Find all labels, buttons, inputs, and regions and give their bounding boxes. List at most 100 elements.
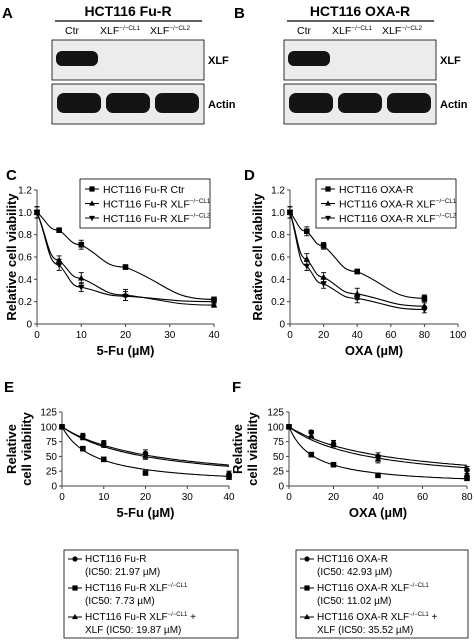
series-line (36, 211, 215, 300)
lane-label: XLF−/−CL2 (150, 25, 190, 37)
legend-entry: HCT116 Fu-R Ctr (103, 184, 185, 196)
legend-ic50: XLF (IC50: 35.52 µM) (317, 625, 413, 636)
legend-entry: HCT116 OXA-R XLF−/−CL2 (339, 213, 457, 225)
blot-panel-B: B HCT116 OXA-R Ctr XLF−/−CL1 XLF−/−CL2 XLF Act… (234, 3, 468, 125)
x-axis-label: 5-Fu (µM) (96, 343, 154, 358)
y-tick-label: 50 (273, 452, 285, 463)
panel-letter: A (2, 5, 13, 22)
x-tick-label: 20 (140, 492, 152, 503)
series-2 (286, 206, 428, 314)
legend-marker (304, 613, 310, 620)
blot-label-actin: Actin (208, 99, 236, 111)
x-tick-label: 20 (318, 330, 330, 341)
legend-entry: HCT116 Fu-R XLF−/−CL1 + (85, 612, 196, 623)
data-point (79, 434, 87, 440)
x-tick-label: 60 (385, 330, 397, 341)
chart-D: D 0 20 40 60 80 100 0 0.2 0.4 0.6 0.8 1.0 1.2 OXA (µM)… (244, 167, 467, 358)
series-2 (285, 423, 471, 478)
x-tick-label: 40 (372, 492, 384, 503)
actin-band (106, 93, 150, 113)
data-point (464, 475, 470, 482)
legend-ic50: (IC50: 42.93 µM) (317, 567, 392, 578)
legend: HCT116 OXA-R HCT116 OXA-R XLF−/−CL1 HCT116… (315, 178, 457, 229)
y-tick-label: 0 (278, 482, 284, 493)
data-point (80, 445, 86, 452)
data-point (308, 432, 315, 438)
data-point (374, 456, 382, 462)
y-tick-label: 0.8 (271, 230, 285, 241)
legend: HCT116 Fu-R (IC50: 21.97 µM) HCT116 Fu-R X… (63, 549, 239, 639)
data-point (55, 262, 63, 269)
lane-label: Ctr (297, 25, 312, 37)
y-axis-label: Relativecell viability (4, 411, 34, 485)
data-point (56, 227, 62, 233)
y-tick-label: 1.2 (271, 186, 285, 197)
series-2 (58, 423, 233, 478)
y-tick-label: 25 (46, 467, 58, 478)
x-tick-label: 20 (120, 330, 132, 341)
legend-marker (72, 585, 78, 591)
legend: HCT116 OXA-R (IC50: 42.93 µM) HCT116 OXA-R… (295, 549, 469, 639)
data-point (421, 295, 428, 302)
y-tick-label: 1.0 (271, 208, 285, 219)
panel-letter: F (232, 379, 241, 396)
y-tick-label: 0 (279, 320, 285, 331)
lane-label: XLF−/−CL1 (100, 25, 140, 37)
legend-entry: HCT116 OXA-R XLF−/−CL1 (339, 198, 457, 210)
x-tick-label: 10 (98, 492, 110, 503)
legend-marker (325, 186, 331, 192)
legend-ic50: (IC50: 11.02 µM) (317, 596, 392, 607)
y-tick-label: 100 (40, 422, 57, 433)
x-tick-label: 40 (223, 492, 235, 503)
legend-box (79, 178, 211, 229)
y-tick-label: 75 (273, 437, 285, 448)
data-point (353, 290, 361, 297)
x-tick-label: 0 (59, 492, 65, 503)
xlf-band (288, 51, 330, 66)
legend-entry: HCT116 OXA-R XLF−/−CL1 (317, 583, 429, 594)
data-point (286, 210, 294, 216)
y-tick-label: 75 (46, 437, 58, 448)
y-axis-label: Relativecell viability (230, 411, 260, 485)
blot-label-xlf: XLF (440, 55, 461, 67)
y-tick-label: 1.0 (18, 208, 32, 219)
x-tick-label: 30 (182, 492, 194, 503)
chart-C: C 0 10 20 30 40 0 0.2 0.4 0.6 0.8 1.0 1.2 5-Fu (µM) Re… (4, 167, 220, 358)
legend-marker (325, 215, 331, 222)
lane-label: XLF−/−CL2 (382, 25, 422, 37)
legend-marker (89, 186, 95, 192)
x-tick-label: 10 (76, 330, 88, 341)
legend-box (295, 549, 469, 639)
actin-band (387, 93, 431, 113)
legend-entry: HCT116 Fu-R XLF−/−CL2 (103, 213, 211, 225)
x-tick-label: 80 (419, 330, 431, 341)
data-point (375, 472, 381, 479)
y-tick-label: 0.4 (18, 275, 32, 286)
blot-title: HCT116 OXA-R (310, 3, 410, 19)
data-point (122, 264, 129, 270)
x-tick-label: 20 (328, 492, 340, 503)
legend-entry: HCT116 OXA-R (339, 184, 414, 196)
legend: HCT116 Fu-R Ctr HCT116 Fu-R XLF−/−CL1 HCT1… (79, 178, 211, 229)
x-axis-label: 5-Fu (µM) (116, 505, 174, 520)
data-point (303, 263, 311, 270)
y-tick-label: 0.6 (18, 253, 32, 264)
y-tick-label: 0 (51, 482, 57, 493)
xlf-band (56, 51, 98, 66)
legend-entry: HCT116 Fu-R (85, 554, 147, 565)
data-point (421, 302, 428, 309)
legend-marker (325, 200, 331, 206)
series-2 (33, 206, 218, 306)
legend-ic50: (IC50: 21.97 µM) (85, 567, 160, 578)
legend-marker (304, 585, 310, 591)
data-point (308, 451, 315, 458)
y-tick-label: 25 (273, 467, 285, 478)
y-tick-label: 100 (267, 422, 284, 433)
legend-box (315, 178, 457, 229)
actin-band (338, 93, 382, 113)
data-point (330, 440, 337, 446)
data-point (320, 243, 327, 249)
legend-box (63, 549, 239, 639)
data-point (78, 274, 85, 281)
panel-letter: B (234, 5, 245, 22)
